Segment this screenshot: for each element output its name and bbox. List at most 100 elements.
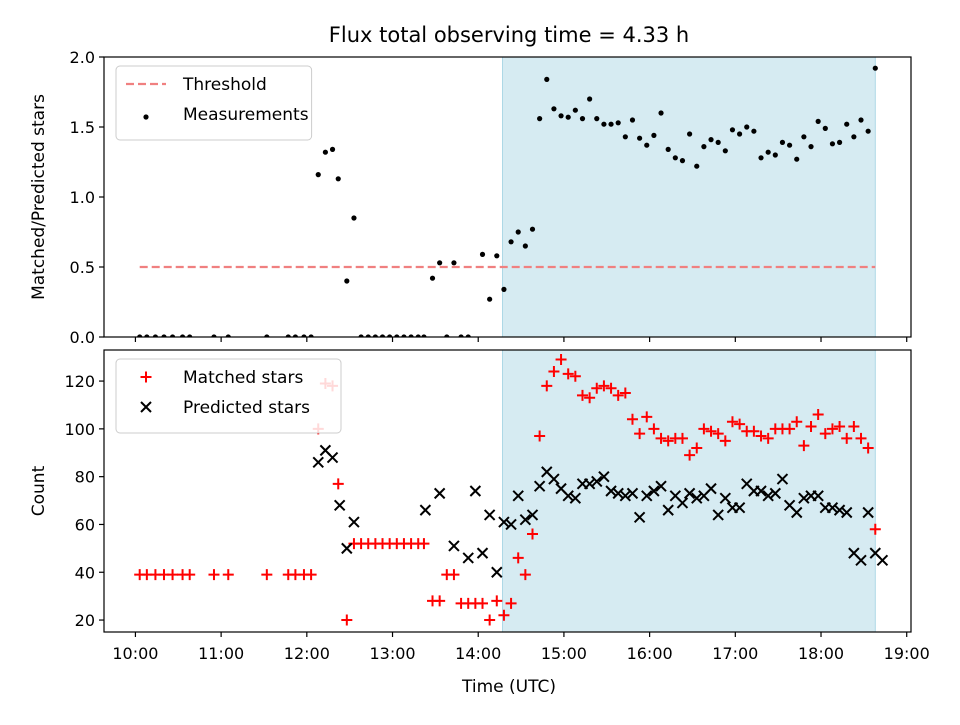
ratio-measurements-point xyxy=(608,121,614,127)
ratio-measurements-point xyxy=(211,334,217,337)
ratio-measurements-point xyxy=(522,243,528,249)
counts-predicted-stars-point xyxy=(676,497,689,509)
counts-matched-stars-point xyxy=(526,528,538,540)
counts-matched-stars-point xyxy=(184,569,196,581)
ratio-measurements-point xyxy=(565,114,571,120)
ratio-measurements-point xyxy=(387,334,393,337)
counts-predicted-stars-point xyxy=(333,499,346,512)
counts-predicted-stars-point xyxy=(855,554,867,567)
ratio-measurements-point xyxy=(444,334,450,337)
ratio-measurements-point xyxy=(872,65,878,71)
counts-matched-stars-point xyxy=(841,432,853,444)
counts-predicted-stars-point xyxy=(548,473,560,485)
ratio-measurements-point xyxy=(394,334,400,337)
counts-matched-stars-point xyxy=(584,392,596,404)
counts-predicted-stars-point xyxy=(841,506,853,519)
ratio-measurements-point xyxy=(786,142,793,148)
counts-matched-stars-point xyxy=(605,382,617,394)
ratio-measurements-point xyxy=(529,226,536,232)
counts-legend-matched-stars-label: Matched stars xyxy=(183,368,303,388)
ratio-measurements-point xyxy=(315,172,321,178)
counts-predicted-stars-point xyxy=(491,566,503,578)
counts-matched-stars-point xyxy=(676,432,688,444)
counts-matched-stars-point xyxy=(719,435,731,447)
counts-predicted-stars-point xyxy=(605,485,617,497)
counts-predicted-stars-point xyxy=(641,490,653,502)
counts-matched-stars-point xyxy=(712,428,724,440)
counts-x-tick-label: 10:00 xyxy=(112,644,158,663)
counts-x-tick-label: 12:00 xyxy=(284,644,330,663)
ratio-measurements-point xyxy=(358,334,364,337)
counts-matched-stars-point xyxy=(477,597,489,609)
counts-predicted-stars-point xyxy=(876,554,889,567)
ratio-measurements-point xyxy=(615,120,621,126)
counts-predicted-stars-point xyxy=(498,516,510,528)
counts-matched-stars-point xyxy=(434,595,446,607)
ratio-measurements-point xyxy=(187,334,193,337)
counts-predicted-stars-point xyxy=(733,502,746,514)
counts-predicted-stars-point xyxy=(419,504,432,516)
counts-matched-stars-point xyxy=(648,423,660,435)
counts-predicted-stars-point xyxy=(762,490,774,502)
counts-predicted-stars-point xyxy=(512,490,524,502)
counts-predicted-stars-point xyxy=(691,492,703,504)
ratio-measurements-point xyxy=(808,144,814,150)
counts-predicted-stars-point xyxy=(648,485,660,497)
counts-legend-predicted-stars-label: Predicted stars xyxy=(183,398,310,418)
counts-y-tick-label: 60 xyxy=(75,515,95,534)
ratio-measurements-point xyxy=(594,116,600,122)
counts-x-tick-label: 15:00 xyxy=(541,644,587,663)
counts-matched-stars-point xyxy=(641,411,653,423)
ratio-measurements-point xyxy=(672,155,678,161)
ratio-measurements-point xyxy=(772,152,778,158)
ratio-highlight-span xyxy=(502,56,876,338)
ratio-measurements-point xyxy=(708,137,714,143)
counts-matched-stars-point xyxy=(208,569,220,581)
counts-matched-stars-point xyxy=(569,370,581,382)
plot-layer: 0.0 0.5 1.0 1.5 2.0 Matched/Predicted stars Th… xyxy=(29,48,930,663)
ratio-measurements-point xyxy=(822,125,828,131)
ratio-measurements-point xyxy=(365,334,371,337)
counts-predicted-stars-point xyxy=(569,492,582,504)
ratio-measurements-point xyxy=(379,334,386,337)
counts-predicted-stars-point xyxy=(719,492,732,504)
counts-predicted-stars-point xyxy=(862,506,874,519)
counts-matched-stars-point xyxy=(862,442,874,454)
ratio-measurements-point xyxy=(144,334,150,337)
counts-predicted-stars-point xyxy=(598,470,610,483)
counts-series-group xyxy=(134,354,889,626)
ratio-legend-measurements-swatch xyxy=(143,114,149,120)
ratio-measurements-point xyxy=(637,135,643,141)
counts-predicted-stars-point xyxy=(591,475,603,488)
x-axis-label: Time (UTC) xyxy=(461,677,556,697)
ratio-measurements-point xyxy=(421,334,427,337)
ratio-y-tick-label: 0.5 xyxy=(70,258,95,277)
ratio-legend-measurements-label: Measurements xyxy=(183,105,309,125)
ratio-measurements-point xyxy=(301,334,307,337)
ratio-measurements-point xyxy=(794,156,800,162)
counts-y-tick-label: 100 xyxy=(64,420,95,439)
counts-x-tick-label: 18:00 xyxy=(798,644,844,663)
ratio-measurements-point xyxy=(329,146,336,152)
ratio-y-tick-label: 1.5 xyxy=(70,118,95,137)
ratio-measurements-point xyxy=(544,76,550,82)
ratio-y-tick-label: 1.0 xyxy=(70,188,95,207)
ratio-measurements-point xyxy=(351,215,357,221)
counts-matched-stars-point xyxy=(576,389,588,401)
counts-predicted-stars-point xyxy=(612,487,624,500)
ratio-legend-threshold-label: Threshold xyxy=(182,75,267,95)
ratio-measurements-point xyxy=(844,121,850,127)
ratio-measurements-point xyxy=(169,334,176,337)
ratio-measurements-point xyxy=(308,334,314,337)
counts-matched-stars-point xyxy=(619,387,631,399)
counts-predicted-stars-point xyxy=(769,487,782,500)
counts-predicted-stars-point xyxy=(519,513,532,526)
ratio-measurements-point xyxy=(501,286,507,292)
counts-x-tick-label: 13:00 xyxy=(369,644,415,663)
ratio-y-axis-label: Matched/Predicted stars xyxy=(29,94,49,300)
ratio-series-group xyxy=(137,65,878,337)
ratio-measurements-point xyxy=(687,131,693,137)
ratio-measurements-point xyxy=(829,141,836,147)
